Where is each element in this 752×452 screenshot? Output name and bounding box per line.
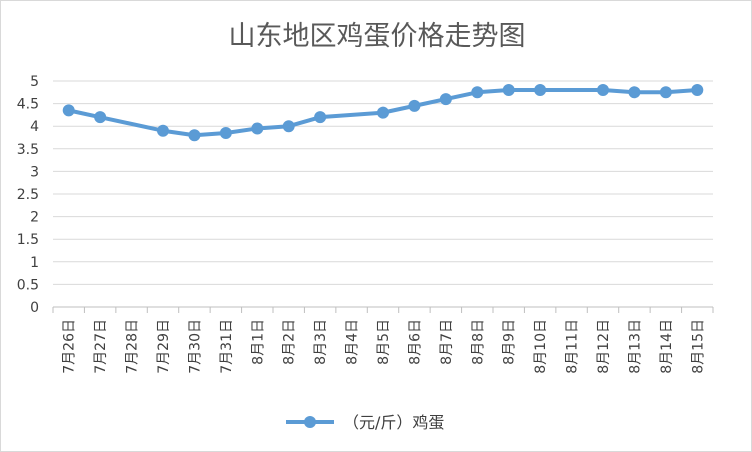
x-tick-label: 8月2日 (282, 319, 298, 365)
data-point (377, 106, 389, 119)
x-tick-label: 8月9日 (502, 319, 518, 365)
x-axis: 7月26日 7月27日 7月28日 7月29日 7月30日 7月31日 8月1日 8月2日 8月… (52, 306, 714, 374)
legend-marker-swatch (304, 416, 316, 428)
data-point (282, 120, 295, 133)
data-point (502, 84, 515, 97)
data-point (628, 86, 641, 99)
data-point (597, 84, 609, 97)
data-point (408, 99, 421, 112)
series-layer (62, 84, 704, 142)
x-tick-label: 8月3日 (313, 319, 329, 365)
x-tick-label: 8月5日 (376, 319, 392, 365)
y-axis-ticks: 0 0.5 1 1.5 2 2.5 3 3.5 4 4.5 5 (17, 74, 39, 316)
data-point (471, 86, 484, 99)
x-tick-label: 7月31日 (219, 319, 235, 374)
gridlines (53, 80, 713, 285)
y-tick-label: 3 (30, 164, 39, 180)
data-point (219, 126, 232, 139)
x-tick-label: 8月15日 (690, 319, 706, 374)
data-point (251, 122, 264, 135)
y-tick-label: 5 (30, 74, 39, 90)
x-tick-label: 7月28日 (125, 319, 141, 374)
legend: （元/斤）鸡蛋 (286, 413, 444, 432)
x-tick-label: 8月12日 (596, 319, 612, 374)
y-tick-label: 1.5 (17, 232, 39, 248)
y-tick-label: 1 (30, 255, 39, 271)
data-point (94, 111, 107, 124)
x-tick-label: 8月10日 (533, 319, 549, 374)
data-point (62, 104, 75, 117)
x-tick-label: 8月4日 (345, 319, 361, 365)
x-tick-label: 7月29日 (156, 319, 172, 374)
data-point (534, 84, 547, 97)
data-point (157, 124, 169, 137)
x-tick-label: 8月1日 (250, 319, 266, 365)
legend-label: （元/斤）鸡蛋 (343, 413, 444, 432)
data-point (188, 129, 201, 142)
x-tick-label: 7月26日 (62, 319, 78, 374)
x-tick-label: 7月27日 (93, 319, 109, 374)
x-tick-label: 8月13日 (627, 319, 643, 374)
y-tick-label: 0.5 (17, 277, 39, 293)
y-tick-label: 3.5 (17, 142, 39, 158)
data-point (659, 86, 672, 99)
y-tick-label: 4.5 (17, 97, 39, 113)
x-tick-label: 8月14日 (659, 319, 675, 374)
x-tick-label: 8月8日 (470, 319, 486, 365)
x-tick-label: 8月6日 (407, 319, 423, 365)
x-tick-label: 8月11日 (565, 319, 581, 374)
x-tick-label: 7月30日 (187, 319, 203, 374)
y-tick-label: 2.5 (17, 187, 39, 203)
data-point (439, 93, 452, 106)
y-tick-label: 4 (30, 119, 39, 135)
y-tick-label: 0 (30, 300, 39, 316)
data-point (691, 84, 704, 97)
data-point (314, 111, 327, 124)
y-tick-label: 2 (30, 210, 39, 226)
x-tick-label: 8月7日 (439, 319, 455, 365)
chart-title: 山东地区鸡蛋价格走势图 (229, 21, 526, 52)
